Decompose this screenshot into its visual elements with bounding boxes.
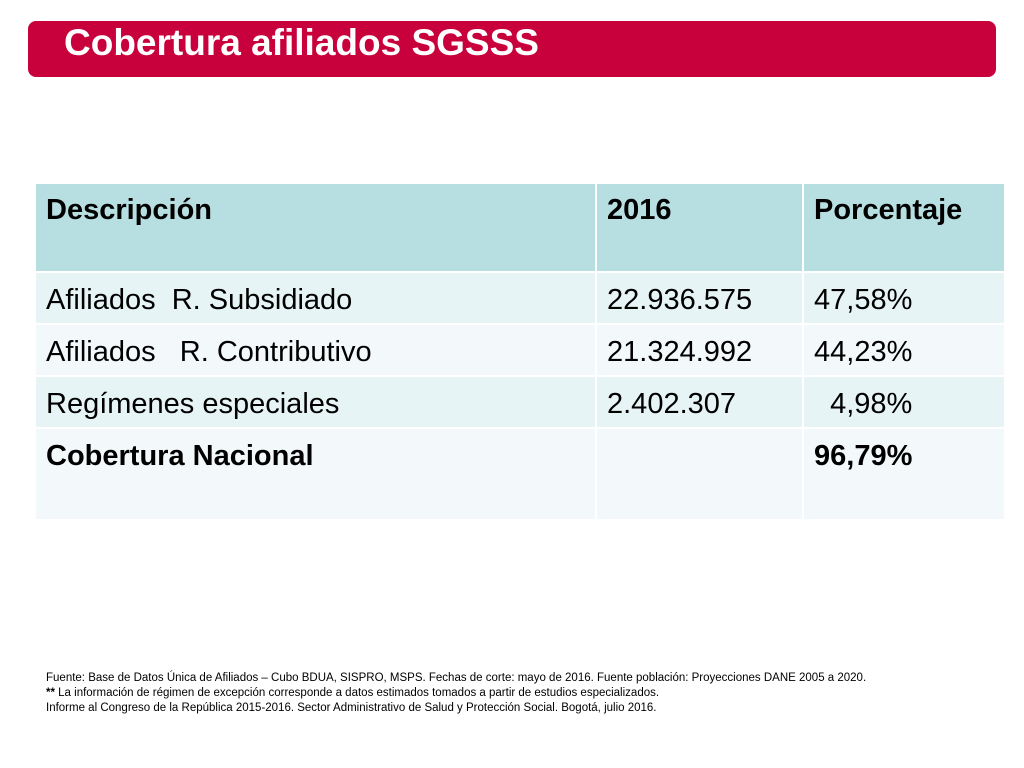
cell-porcentaje: 47,58% [802,271,1006,325]
table-header-row: Descripción 2016 Porcentaje [34,182,1006,273]
table-row: Afiliados R. Subsidiado 22.936.575 47,58… [34,271,1006,325]
slide-title: Cobertura afiliados SGSSS [64,22,539,63]
table-row: Regímenes especiales 2.402.307 4,98% [34,375,1006,429]
coverage-table: Descripción 2016 Porcentaje Afiliados R.… [34,182,1006,521]
cell-2016: 2.402.307 [595,375,804,429]
cell-2016: 21.324.992 [595,323,804,377]
cell-porcentaje: 96,79% [802,427,1006,521]
footnote-mark: ** [46,687,55,699]
cell-2016 [595,427,804,521]
cell-descripcion: Cobertura Nacional [34,427,597,521]
footnote-exception: ** La información de régimen de excepció… [46,686,866,701]
header-descripcion: Descripción [34,182,597,273]
table-row: Afiliados R. Contributivo 21.324.992 44,… [34,323,1006,377]
cell-2016: 22.936.575 [595,271,804,325]
cell-descripcion: Afiliados R. Subsidiado [34,271,597,325]
total-row: Cobertura Nacional 96,79% [34,427,1006,521]
footnote-report: Informe al Congreso de la República 2015… [46,702,657,714]
title-bar: Cobertura afiliados SGSSS [28,21,996,77]
footnote-exception-text: La información de régimen de excepción c… [54,687,660,699]
footnote-source: Fuente: Base de Datos Única de Afiliados… [46,672,867,684]
cell-descripcion: Regímenes especiales [34,375,597,429]
header-2016: 2016 [595,182,804,273]
footnotes: Fuente: Base de Datos Única de Afiliados… [46,671,866,716]
cell-porcentaje: 4,98% [802,375,1006,429]
cell-descripcion: Afiliados R. Contributivo [34,323,597,377]
cell-porcentaje: 44,23% [802,323,1006,377]
header-porcentaje: Porcentaje [802,182,1006,273]
